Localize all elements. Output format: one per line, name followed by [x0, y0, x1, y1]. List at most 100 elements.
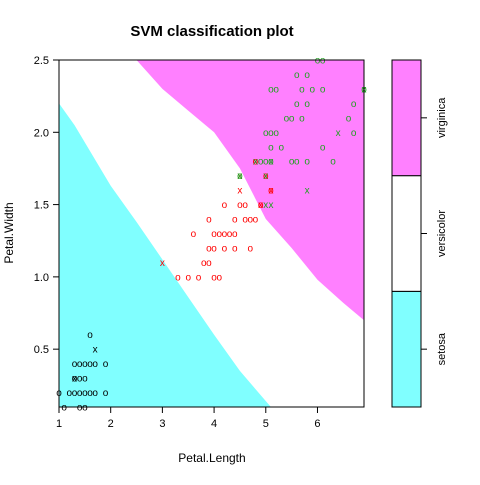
data-point-setosa: o	[72, 388, 78, 399]
data-point-versicolor: o	[206, 258, 212, 269]
x-tick-label: 6	[314, 418, 320, 430]
data-point-setosa: o	[72, 374, 78, 385]
data-point-virginica: o	[304, 70, 310, 81]
data-point-setosa: o	[77, 388, 83, 399]
data-point-versicolor: o	[196, 272, 202, 283]
data-point-versicolor: o	[268, 186, 274, 197]
support-vector-setosa: x	[72, 374, 77, 385]
legend-swatch-setosa	[391, 290, 422, 408]
data-point-versicolor: o	[227, 229, 233, 240]
data-point-virginica: o	[299, 113, 305, 124]
support-vector-versicolor: x	[253, 157, 258, 168]
data-point-versicolor: o	[216, 229, 222, 240]
data-point-setosa: o	[92, 359, 98, 370]
data-point-virginica: o	[351, 128, 357, 139]
data-point-versicolor: o	[263, 171, 269, 182]
data-point-virginica: o	[294, 70, 300, 81]
data-point-setosa: o	[67, 388, 73, 399]
y-tick-label: 2.5	[34, 55, 49, 67]
y-axis-label: Petal.Width	[2, 202, 16, 263]
data-point-virginica: o	[294, 157, 300, 168]
support-vector-virginica: x	[263, 171, 268, 182]
data-point-versicolor: o	[201, 258, 207, 269]
data-point-virginica: o	[268, 84, 274, 95]
region-virginica	[136, 60, 364, 321]
data-point-virginica: o	[279, 142, 285, 153]
support-vector-versicolor: x	[268, 186, 273, 197]
x-tick-label: 2	[108, 418, 114, 430]
x-tick-label: 3	[159, 418, 165, 430]
data-point-setosa: o	[82, 374, 88, 385]
data-point-versicolor: o	[237, 200, 243, 211]
data-point-virginica: o	[320, 142, 326, 153]
support-vector-versicolor: x	[263, 171, 268, 182]
data-point-virginica: o	[273, 84, 279, 95]
legend-frame	[391, 59, 422, 408]
data-point-versicolor: o	[211, 243, 217, 254]
support-vector-versicolor: x	[237, 186, 242, 197]
legend-label-virginica: virginica	[436, 97, 448, 138]
data-point-versicolor: o	[185, 272, 191, 283]
data-point-versicolor: o	[247, 243, 253, 254]
data-point-setosa: o	[72, 359, 78, 370]
legend-swatch-virginica	[391, 59, 422, 177]
data-point-virginica: o	[263, 128, 269, 139]
data-point-setosa: o	[87, 388, 93, 399]
region-setosa	[59, 103, 271, 408]
legend-label-setosa: setosa	[436, 332, 448, 365]
support-vector-virginica: x	[253, 157, 258, 168]
support-vector-virginica: x	[237, 171, 242, 182]
data-point-setosa: o	[103, 359, 109, 370]
data-point-versicolor: o	[242, 200, 248, 211]
data-point-virginica: o	[263, 157, 269, 168]
chart-title: SVM classification plot	[130, 23, 293, 40]
y-tick-label: 0.5	[34, 344, 49, 356]
data-point-virginica: o	[351, 99, 357, 110]
support-vector-versicolor: x	[160, 258, 165, 269]
data-point-versicolor: o	[222, 243, 228, 254]
data-point-virginica: o	[258, 157, 264, 168]
support-vector-virginica: x	[305, 186, 310, 197]
x-tick-label: 5	[263, 418, 269, 430]
y-axis: 0.5 1.0 1.5 2.0 2.5	[34, 55, 59, 356]
support-vector-virginica: x	[268, 200, 273, 211]
data-point-versicolor: o	[247, 215, 253, 226]
data-point-virginica: o	[289, 157, 295, 168]
support-vector-virginica: x	[336, 128, 341, 139]
data-point-virginica: o	[304, 157, 310, 168]
data-point-versicolor: o	[253, 215, 259, 226]
data-point-setosa: o	[87, 330, 93, 341]
data-point-virginica: o	[294, 99, 300, 110]
data-point-virginica: o	[268, 157, 274, 168]
data-point-setosa: o	[77, 403, 83, 414]
legend-label-versicolor: versicolor	[436, 210, 448, 257]
data-point-versicolor: o	[232, 215, 238, 226]
class-legend: setosa versicolor virginica	[391, 59, 448, 408]
data-point-versicolor: o	[206, 215, 212, 226]
plot-frame	[58, 59, 365, 408]
data-point-virginica: o	[284, 113, 290, 124]
data-point-versicolor: o	[258, 200, 264, 211]
data-point-virginica: o	[330, 157, 336, 168]
data-point-versicolor: o	[232, 229, 238, 240]
data-point-versicolor: o	[211, 272, 217, 283]
data-point-virginica: o	[346, 113, 352, 124]
support-vector-versicolor: x	[237, 171, 242, 182]
data-point-setosa: o	[77, 359, 83, 370]
data-point-virginica: o	[268, 128, 274, 139]
data-point-setosa: o	[61, 403, 67, 414]
data-point-setosa: o	[77, 374, 83, 385]
data-point-versicolor: o	[191, 229, 197, 240]
data-point-virginica: o	[315, 56, 321, 67]
data-point-versicolor: o	[222, 200, 228, 211]
support-vector-versicolor: x	[258, 200, 263, 211]
data-point-virginica: o	[273, 128, 279, 139]
legend-swatch-versicolor	[391, 175, 422, 292]
data-point-virginica: o	[289, 113, 295, 124]
data-point-virginica: o	[320, 56, 326, 67]
data-point-virginica: o	[320, 84, 326, 95]
x-axis: 1 2 3 4 5 6	[56, 407, 321, 430]
